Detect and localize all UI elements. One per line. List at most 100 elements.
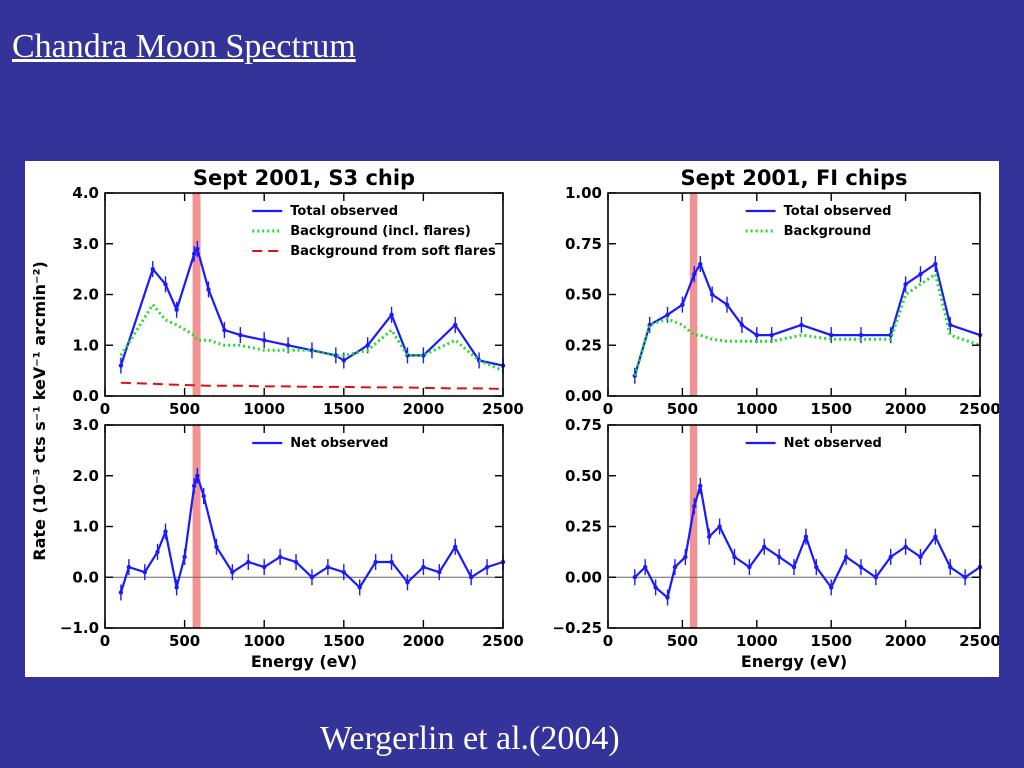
y-tick-label: 1.0 [72, 336, 99, 354]
x-tick-label: 0 [100, 400, 110, 418]
data-point [692, 504, 697, 509]
data-point [142, 569, 147, 575]
x-tick-label: 500 [169, 632, 200, 650]
data-point [201, 493, 206, 499]
legend-label: Net observed [784, 436, 882, 451]
x-tick-label: 1500 [810, 400, 852, 418]
x-tick-label: 1500 [810, 632, 852, 650]
data-point [174, 307, 179, 312]
data-point [262, 337, 267, 343]
data-point [672, 564, 678, 570]
data-point [421, 564, 426, 570]
data-point [799, 322, 804, 328]
data-point [776, 554, 782, 560]
x-tick-label: 2500 [959, 400, 999, 418]
data-point [293, 559, 299, 565]
data-point [683, 554, 688, 560]
data-point [933, 534, 938, 539]
x-axis-label: Energy (eV) [251, 652, 357, 671]
y-tick-label: 1.0 [72, 518, 99, 536]
data-point [803, 534, 809, 539]
y-tick-label: 2.0 [72, 286, 99, 304]
x-tick-label: 1000 [243, 632, 285, 650]
data-point [230, 569, 235, 575]
y-tick-label: 3.0 [72, 416, 99, 434]
x-tick-label: 500 [667, 632, 698, 650]
legend-label: Background (incl. flares) [290, 224, 471, 239]
data-point [214, 544, 219, 549]
data-point [341, 569, 346, 575]
x-tick-label: 1000 [736, 400, 778, 418]
data-point [873, 575, 879, 580]
y-tick-label: −0.25 [552, 619, 602, 637]
x-tick-label: 2500 [959, 632, 999, 650]
data-point [665, 312, 670, 317]
data-point [277, 554, 283, 560]
y-tick-label: 0.00 [565, 387, 602, 405]
data-point [206, 287, 211, 292]
series-line-total-observed [633, 261, 981, 377]
legend-label: Background [784, 224, 872, 239]
spectrum-figure-svg: 0.0 1.0 2.0 3.0 4.0 0 500 1000 1500 2000 2500 Sept … [30, 166, 999, 671]
x-tick-label: 0 [603, 632, 613, 650]
series-line-background-from-soft-flares [120, 381, 504, 390]
y-tick-label: 3.0 [72, 235, 99, 253]
x-tick-label: 1000 [736, 632, 778, 650]
data-point [933, 261, 938, 267]
data-point [717, 524, 722, 529]
data-point [468, 575, 474, 580]
data-point [903, 282, 908, 287]
data-point [118, 363, 124, 368]
plot-panel-1: 0.0 1.0 2.0 3.0 4.0 0 500 1000 1500 2000 2500 Sept … [72, 166, 523, 418]
data-point [918, 554, 923, 560]
data-point [791, 564, 797, 570]
highlight-band [689, 193, 698, 396]
x-tick-label: 1500 [323, 400, 365, 418]
data-point [747, 564, 752, 570]
data-point [692, 272, 697, 277]
x-tick-label: 0 [603, 400, 613, 418]
data-point [373, 559, 378, 565]
data-point [262, 564, 267, 570]
data-point [341, 358, 346, 363]
x-tick-label: 0 [100, 632, 110, 650]
plot-panel-4: −0.25 0.00 0.25 0.50 0.75 0 500 1000 1500 2000 250… [552, 416, 999, 671]
spectrum-figure: 0.0 1.0 2.0 3.0 4.0 0 500 1000 1500 2000 2500 Sept … [25, 161, 999, 677]
data-point [246, 559, 251, 565]
data-point [948, 564, 953, 570]
y-axis-label: Rate (10⁻³ cts s⁻¹ keV⁻¹ arcmin⁻²) [30, 261, 49, 561]
data-point [665, 595, 670, 600]
data-point [484, 564, 490, 570]
data-point [191, 251, 197, 257]
data-point [182, 554, 187, 560]
y-tick-label: 0.00 [565, 568, 602, 586]
data-point [405, 580, 410, 585]
plot-panel-2: 0.00 0.25 0.50 0.75 1.00 0 500 1000 1500 2000 2500… [565, 166, 999, 418]
citation: Wergerlin et al.(2004) [320, 720, 620, 757]
data-point [698, 483, 703, 489]
y-tick-label: 0.75 [565, 235, 602, 253]
data-point [389, 559, 394, 565]
data-point [829, 585, 834, 590]
data-point [706, 534, 712, 539]
data-point [285, 343, 291, 348]
data-point [195, 473, 200, 478]
data-point [858, 564, 864, 570]
panel-title: Sept 2001, S3 chip [193, 166, 415, 190]
data-point [238, 332, 243, 338]
data-point [724, 302, 730, 307]
data-point [680, 302, 685, 307]
data-point [163, 282, 168, 287]
x-tick-label: 2500 [482, 400, 524, 418]
x-tick-label: 1000 [243, 400, 285, 418]
y-tick-label: −1.0 [60, 619, 99, 637]
y-tick-label: 0.0 [72, 568, 99, 586]
data-point [191, 483, 197, 489]
x-tick-label: 2500 [482, 632, 524, 650]
series-line-background [633, 271, 981, 377]
legend-label: Total observed [290, 204, 398, 219]
y-tick-label: 0.25 [565, 336, 602, 354]
data-point [643, 564, 648, 570]
x-axis-label: Energy (eV) [741, 652, 847, 671]
data-point [357, 585, 362, 590]
